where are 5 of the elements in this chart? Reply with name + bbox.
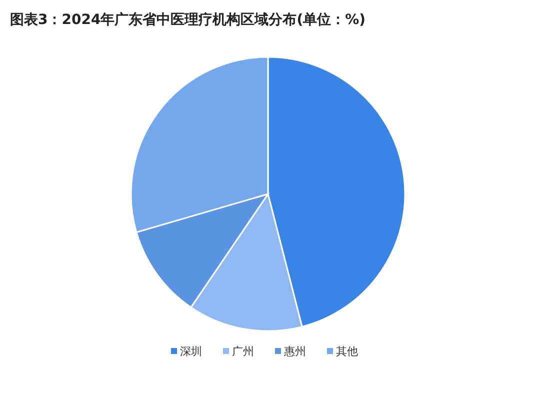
legend-label: 深圳 (180, 345, 202, 358)
legend-label: 惠州 (283, 345, 306, 358)
legend-label: 广州 (232, 345, 254, 358)
legend-label: 其他 (336, 345, 358, 358)
chart-title: 图表3：2024年广东省中医理疗机构区域分布(单位：%) (10, 11, 366, 28)
